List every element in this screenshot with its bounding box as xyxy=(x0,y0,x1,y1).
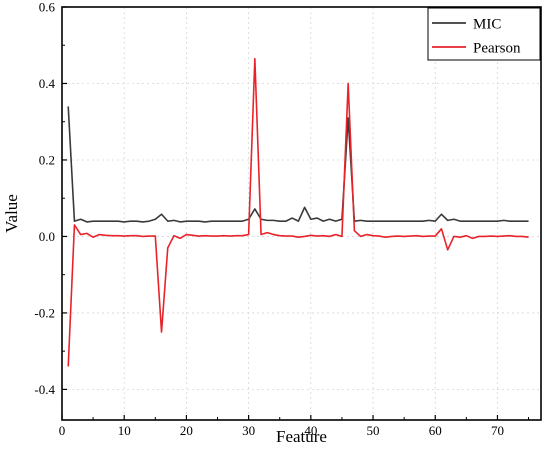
y-tick-label: -0.4 xyxy=(34,382,55,397)
plot-frame xyxy=(61,6,542,421)
x-axis-label: Feature xyxy=(276,427,327,446)
x-tick-label: 20 xyxy=(180,423,193,438)
legend-label: MIC xyxy=(473,17,501,33)
legend: MIC Pearson xyxy=(427,7,541,61)
legend-label: Pearson xyxy=(473,41,521,57)
y-tick-label: 0.6 xyxy=(39,0,56,15)
y-tick-label: 0.0 xyxy=(39,229,55,244)
y-tick-label: -0.2 xyxy=(34,305,55,320)
y-axis-label: Value xyxy=(2,194,21,233)
axis-ticks: 0 10 20 30 40 50 60 70 -0.4 -0.2 0.0 0.2 0.4 0.6 xyxy=(34,0,530,438)
y-tick-label: 0.2 xyxy=(39,152,55,167)
series-line-mic xyxy=(67,106,529,223)
legend-box xyxy=(427,7,541,61)
x-tick-label: 70 xyxy=(491,423,504,438)
series-lines xyxy=(67,57,529,367)
x-tick-label: 60 xyxy=(429,423,442,438)
x-tick-label: 30 xyxy=(242,423,255,438)
x-tick-label: 0 xyxy=(59,423,66,438)
x-tick-label: 10 xyxy=(118,423,131,438)
series-line-pearson xyxy=(67,57,529,367)
x-tick-label: 50 xyxy=(367,423,380,438)
x-tick-label: 40 xyxy=(304,423,317,438)
y-tick-label: 0.4 xyxy=(39,76,56,91)
